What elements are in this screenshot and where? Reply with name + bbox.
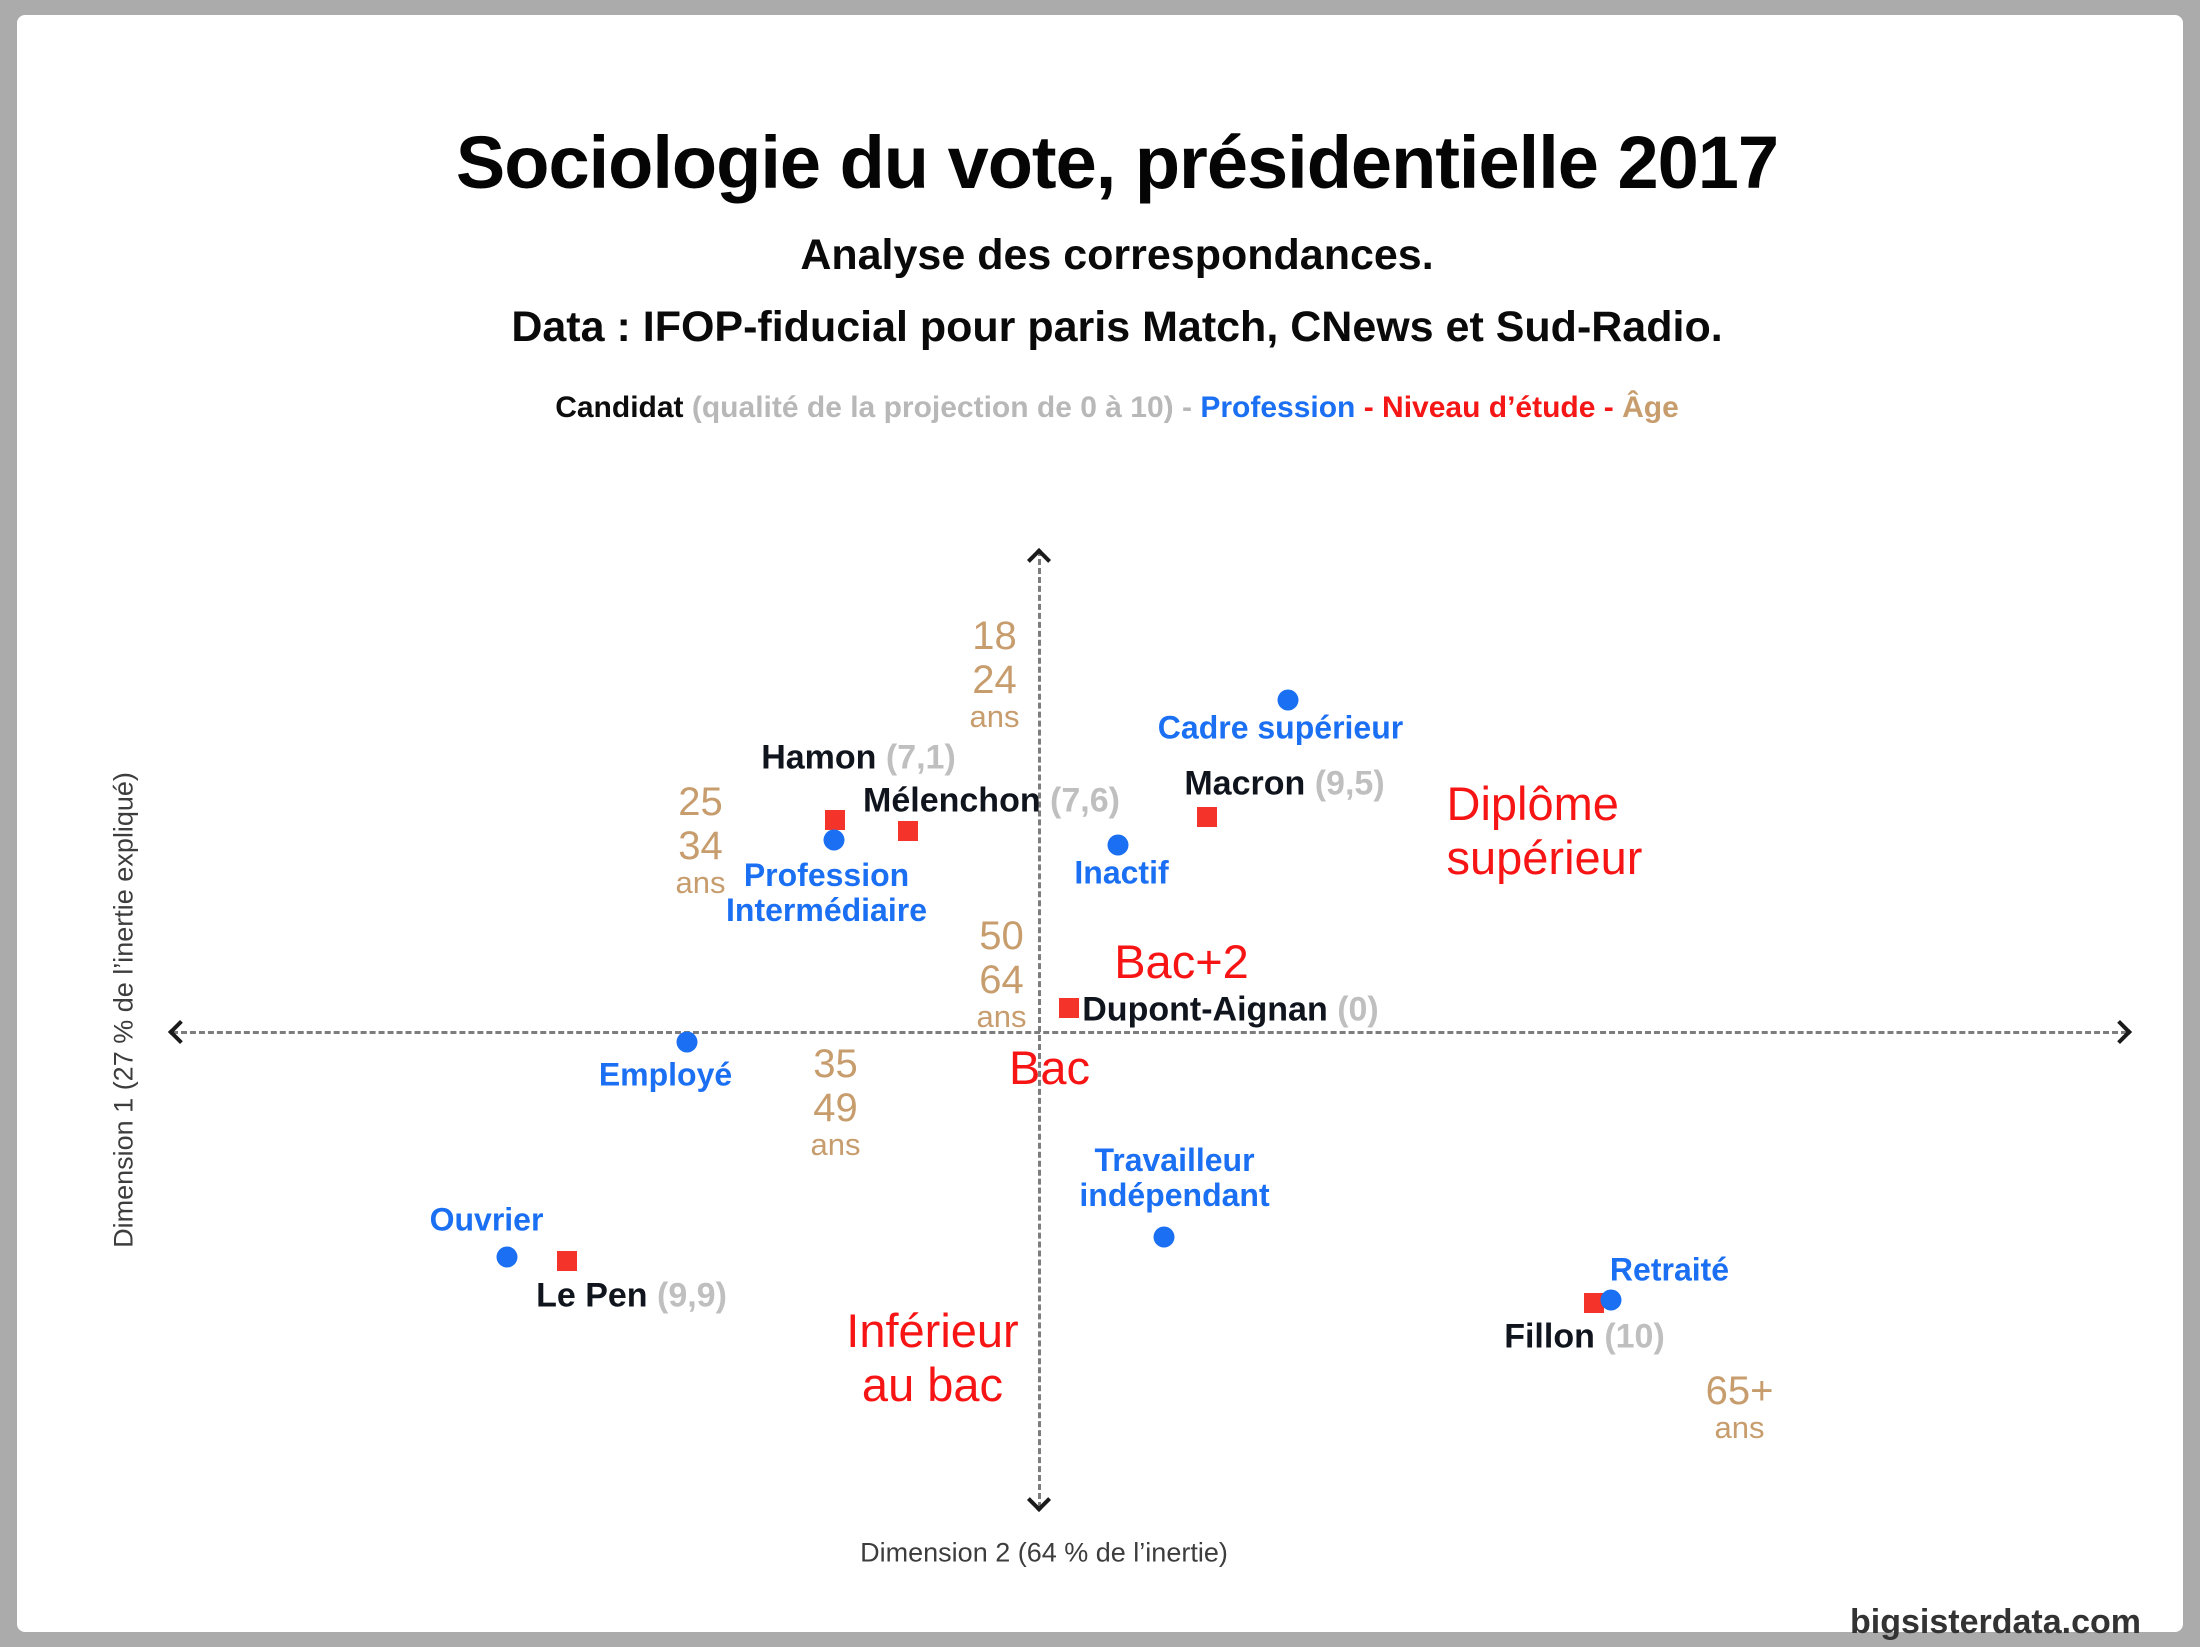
candidat-label-hamon: Hamon (7,1)	[761, 738, 956, 777]
x-axis-line	[172, 1031, 2127, 1034]
legend: Candidat (qualité de la projection de 0 …	[17, 391, 2200, 425]
age-label-age_35_49: 35 49 ans	[811, 1042, 861, 1160]
age-unit: ans	[810, 1126, 861, 1162]
age-value: 24	[972, 657, 1017, 702]
age-value: 34	[678, 823, 723, 868]
niveau_etude-label-bac: Bac	[1009, 1041, 1090, 1095]
profession-marker-employe	[676, 1031, 697, 1052]
arrow-left-icon	[167, 1019, 193, 1045]
profession-marker-inactif	[1107, 834, 1128, 855]
candidate-quality: (7,6)	[1040, 781, 1120, 819]
candidat-marker-fillon	[1583, 1292, 1604, 1313]
profession-marker-ouvrier	[496, 1246, 517, 1267]
candidat-label-le_pen: Le Pen (9,9)	[536, 1276, 727, 1315]
candidate-quality: (0)	[1327, 990, 1379, 1028]
legend-segment: Âge	[1622, 391, 1679, 424]
candidat-label-fillon: Fillon (10)	[1504, 1317, 1665, 1356]
age-value: 64	[979, 957, 1024, 1002]
profession-marker-retraite	[1600, 1289, 1621, 1310]
legend-segment: -	[1355, 391, 1383, 424]
education-line: Diplôme	[1446, 776, 1619, 830]
arrow-right-icon	[2107, 1019, 2133, 1045]
age-label-age_25_34: 25 34 ans	[676, 780, 726, 898]
candidate-name: Mélenchon	[863, 781, 1041, 819]
candidate-quality: (9,9)	[647, 1276, 727, 1314]
candidate-name: Macron	[1184, 764, 1306, 802]
candidate-name: Dupont-Aignan	[1082, 990, 1328, 1028]
age-label-age_50_64: 50 64 ans	[977, 914, 1027, 1032]
legend-segment: -	[1595, 391, 1623, 424]
education-line: Bac	[1009, 1040, 1090, 1094]
candidate-name: Le Pen	[536, 1276, 648, 1314]
age-label-age_65_plus: 65+ ans	[1706, 1369, 1774, 1443]
candidate-name: Fillon	[1504, 1317, 1595, 1355]
profession-label-employe: Employé	[598, 1056, 733, 1092]
profession-label-profession_intermediaire: Profession Intermédiaire	[726, 856, 927, 928]
age-value: 18	[972, 613, 1017, 658]
age-value: 50	[979, 913, 1024, 958]
watermark: bigsisterdata.com	[1850, 1603, 2141, 1641]
profession-label-travailleur_independant: Travailleur indépendant	[1079, 1141, 1270, 1213]
candidate-quality: (10)	[1594, 1317, 1665, 1355]
candidat-label-melenchon: Mélenchon (7,6)	[863, 781, 1120, 820]
legend-segment: Niveau d’étude	[1382, 391, 1596, 424]
candidat-marker-hamon	[824, 809, 845, 830]
chart-source: Data : IFOP-fiducial pour paris Match, C…	[511, 303, 1723, 351]
candidat-marker-macron	[1196, 806, 1217, 827]
profession-marker-profession_intermediaire	[823, 829, 844, 850]
profession-label-ouvrier: Ouvrier	[429, 1201, 544, 1237]
legend-segment: -	[1173, 391, 1201, 424]
arrow-down-icon	[1026, 1487, 1052, 1513]
age-unit: ans	[969, 698, 1020, 734]
education-line: Inférieur	[846, 1303, 1019, 1357]
profession-label-retraite: Retraité	[1609, 1251, 1730, 1287]
chart-title: Sociologie du vote, présidentielle 2017	[455, 121, 1779, 204]
candidate-quality: (7,1)	[876, 738, 956, 776]
legend-segment: Profession	[1200, 391, 1356, 424]
profession-marker-cadre_superieur	[1277, 689, 1298, 710]
candidat-label-dupont_aignan: Dupont-Aignan (0)	[1082, 990, 1379, 1029]
x-axis-label: Dimension 2 (64 % de l’inertie)	[860, 1537, 1228, 1568]
profession-label-cadre_superieur: Cadre supérieur	[1157, 709, 1404, 745]
candidate-quality: (9,5)	[1305, 764, 1385, 802]
niveau_etude-label-diplome_superieur: Diplôme supérieur	[1447, 777, 1643, 885]
legend-segment: Candidat	[555, 391, 684, 424]
y-axis-line	[1038, 550, 1041, 1508]
candidate-name: Hamon	[761, 738, 877, 776]
chart-canvas: Sociologie du vote, présidentielle 2017 …	[17, 15, 2183, 1641]
niveau_etude-label-bac_plus_2: Bac+2	[1114, 935, 1249, 989]
chart-subtitle: Analyse des correspondances.	[800, 231, 1434, 279]
age-unit: ans	[1714, 1409, 1765, 1445]
candidat-marker-melenchon	[897, 820, 918, 841]
profession-label-inactif: Inactif	[1074, 854, 1169, 890]
age-value: 25	[678, 779, 723, 824]
legend-segment: (qualité de la projection de 0 à 10)	[683, 391, 1174, 424]
education-line: Bac+2	[1114, 934, 1249, 988]
candidat-marker-dupont_aignan	[1058, 997, 1079, 1018]
education-line: supérieur	[1446, 830, 1643, 884]
candidat-marker-le_pen	[556, 1250, 577, 1271]
y-axis-label: Dimension 1 (27 % de l’inertie expliqué)	[108, 772, 139, 1248]
candidat-label-macron: Macron (9,5)	[1184, 764, 1384, 803]
education-line: au bac	[861, 1357, 1004, 1411]
age-unit: ans	[675, 864, 726, 900]
niveau_etude-label-inferieur_au_bac: Inférieur au bac	[846, 1304, 1018, 1412]
age-value: 35	[813, 1041, 858, 1086]
profession-marker-travailleur_independant	[1153, 1226, 1174, 1247]
age-unit: ans	[976, 998, 1027, 1034]
arrow-up-icon	[1026, 547, 1052, 573]
age-value: 49	[813, 1085, 858, 1130]
age-label-age_18_24: 18 24 ans	[970, 614, 1020, 732]
age-value: 65+	[1705, 1368, 1774, 1413]
